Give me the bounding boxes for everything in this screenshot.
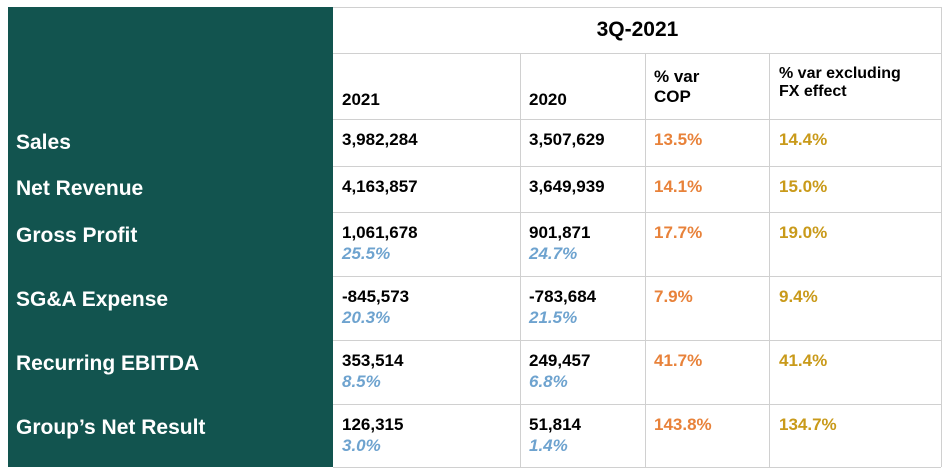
grid-right (941, 7, 942, 467)
grid-row-5 (333, 404, 941, 405)
row-label-gross-profit: Gross Profit (16, 224, 138, 247)
grid-row-2 (333, 212, 941, 213)
cell-sga-2020-margin: 21.5% (529, 308, 578, 327)
cell-sga-2020: -783,684 (529, 287, 597, 306)
cell-sga-var-fx: 9.4% (779, 287, 818, 306)
grid-top (333, 7, 941, 8)
cell-net-result-2020: 51,814 (529, 415, 581, 434)
cell-ebitda-2020: 249,457 (529, 351, 591, 370)
cell-net-revenue-2021: 4,163,857 (342, 177, 418, 196)
grid-row-3 (333, 276, 941, 277)
grid-row-4 (333, 340, 941, 341)
row-label-net-revenue: Net Revenue (16, 177, 144, 200)
cell-sales-var-fx: 14.4% (779, 130, 828, 149)
grid-row-1 (333, 166, 941, 167)
grid-header-bottom (333, 119, 941, 120)
cell-gross-profit-2021-margin: 25.5% (342, 244, 391, 263)
grid-bottom (333, 467, 941, 468)
cell-ebitda-2021: 353,514 (342, 351, 404, 370)
row-label-recurring-ebitda: Recurring EBITDA (16, 352, 200, 375)
col-header-2021: 2021 (342, 90, 380, 109)
grid-col-b (645, 53, 646, 467)
cell-ebitda-2020-margin: 6.8% (529, 372, 568, 391)
grid-col-a (520, 53, 521, 467)
cell-ebitda-2021-margin: 8.5% (342, 372, 381, 391)
col-header-var-cop: % var COP (654, 67, 700, 106)
cell-sales-2021: 3,982,284 (342, 130, 418, 149)
cell-net-revenue-var-fx: 15.0% (779, 177, 828, 196)
cell-sga-2021-margin: 20.3% (342, 308, 391, 327)
cell-net-result-var-cop: 143.8% (654, 415, 712, 434)
grid-col-c (769, 53, 770, 467)
cell-ebitda-var-cop: 41.7% (654, 351, 703, 370)
grid-period-bottom (333, 53, 941, 54)
cell-net-revenue-2020: 3,649,939 (529, 177, 605, 196)
period-title: 3Q-2021 (596, 18, 679, 41)
col-header-2020: 2020 (529, 90, 567, 109)
row-label-panel (8, 7, 333, 467)
cell-gross-profit-var-cop: 17.7% (654, 223, 703, 242)
col-header-var-fx: % var excluding FX effect (779, 65, 901, 100)
cell-gross-profit-var-fx: 19.0% (779, 223, 828, 242)
cell-sga-var-cop: 7.9% (654, 287, 693, 306)
cell-gross-profit-2021: 1,061,678 (342, 223, 418, 242)
cell-net-result-2021-margin: 3.0% (342, 436, 381, 455)
cell-sales-var-cop: 13.5% (654, 130, 703, 149)
row-label-sales: Sales (16, 131, 71, 154)
cell-sga-2021: -845,573 (342, 287, 410, 306)
row-label-net-result: Group’s Net Result (16, 416, 206, 439)
cell-gross-profit-2020: 901,871 (529, 223, 591, 242)
cell-ebitda-var-fx: 41.4% (779, 351, 828, 370)
cell-net-result-2021: 126,315 (342, 415, 404, 434)
row-label-sga-expense: SG&A Expense (16, 288, 169, 311)
cell-net-result-var-fx: 134.7% (779, 415, 837, 434)
cell-net-result-2020-margin: 1.4% (529, 436, 568, 455)
cell-net-revenue-var-cop: 14.1% (654, 177, 703, 196)
cell-gross-profit-2020-margin: 24.7% (529, 244, 578, 263)
cell-sales-2020: 3,507,629 (529, 130, 605, 149)
